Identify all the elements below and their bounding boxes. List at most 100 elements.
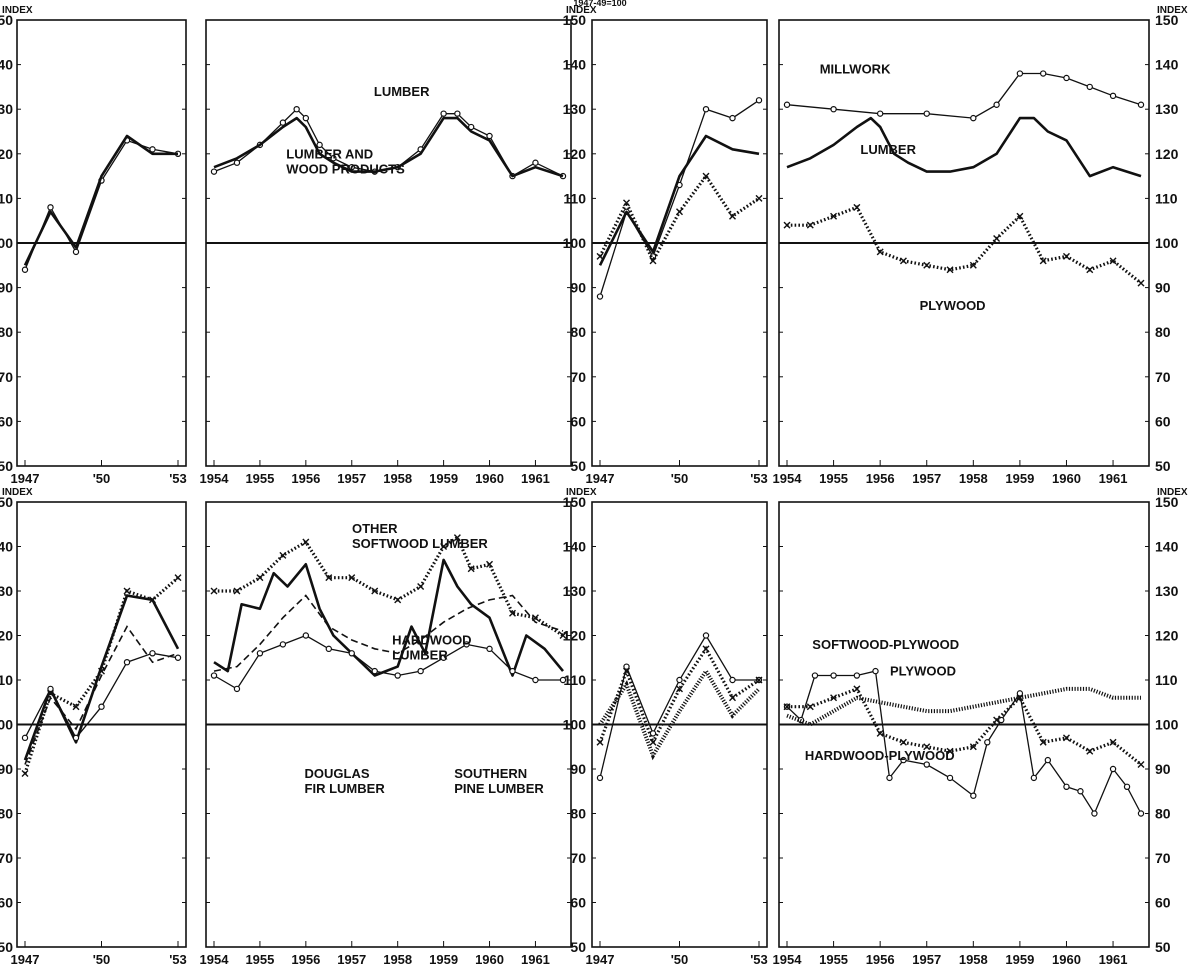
x-tick-label: 1960 [1052,471,1081,486]
y-tick-label: 80 [1155,324,1171,340]
data-point [1137,810,1145,817]
data-point [923,110,930,117]
x-tick-label: 1960 [1052,952,1081,967]
x-tick-label: 1947 [586,952,615,967]
y-tick-label: 140 [0,539,13,555]
y-tick-label: 140 [563,539,587,555]
y-tick-label: 50 [1155,458,1171,474]
data-point [371,667,378,675]
data-point [233,159,241,166]
x-tick-label: '50 [671,952,689,967]
series-line [213,594,564,672]
x-tick-label: '53 [750,471,768,486]
data-point [1030,774,1038,782]
data-point [755,194,763,202]
y-tick-label: 60 [0,413,13,429]
series-hardwood-lumber [24,625,179,765]
x-tick-label: 1947 [11,952,40,967]
x-tick-label: 1958 [959,952,988,967]
series-line [214,535,564,637]
y-tick-label: 80 [1155,806,1171,822]
x-tick-label: '53 [169,471,187,486]
x-tick-label: 1959 [429,471,458,486]
series-annotation: PLYWOOD [890,664,956,679]
data-point [1039,70,1047,77]
series-annotation: DOUGLAS FIR LUMBER [305,766,386,796]
data-point [149,650,156,657]
y-tick-label: 150 [1155,12,1179,28]
series-annotation: LUMBER [860,142,916,157]
data-point [623,667,630,675]
series-line [786,116,1142,178]
data-point [149,146,156,153]
data-point [1077,788,1084,795]
data-point [302,632,310,639]
series-annotation: PLYWOOD [920,298,986,313]
series-millwork [596,97,763,300]
y-tick-label: 50 [570,458,586,474]
data-point [853,685,861,693]
x-tick-label: 1958 [959,471,988,486]
y-tick-label: 110 [563,190,586,206]
series-hardwood-plywood [786,686,1141,727]
panel-bottom-left: 1947 '50 '53 [11,501,187,967]
data-point [676,208,683,216]
data-point [417,667,424,675]
y-tick-label: 110 [0,190,13,206]
series-annotation: SOUTHERN PINE LUMBER [454,766,544,796]
index-label: INDEX [2,487,33,498]
y-tick-label: 90 [0,280,13,296]
y-tick-label: 130 [0,583,13,599]
data-point [872,667,879,675]
y-tick-label: 140 [0,57,13,73]
data-point [1091,810,1098,817]
data-point [440,543,448,550]
data-point [649,738,657,746]
data-point [325,645,333,653]
data-point [830,212,838,220]
data-point [486,645,493,653]
data-point [923,761,930,768]
y-tick-label: 90 [0,761,13,777]
index-label: INDEX [2,5,33,16]
x-tick-label: 1958 [383,471,412,486]
series-lumber-and-wood-products [21,137,182,273]
data-point [970,792,977,799]
x-tick-label: 1954 [200,952,230,967]
index-label: INDEX [566,487,597,498]
series-line [599,634,759,779]
series-southern-pine-lumber [21,650,182,742]
data-point [509,667,516,675]
x-tick-label: 1956 [866,471,895,486]
data-point [210,587,218,595]
data-point [348,650,355,657]
data-point [623,199,630,207]
data-point [806,703,814,711]
x-tick-label: '50 [93,471,111,486]
y-tick-label: 70 [570,369,586,385]
y-tick-label: 120 [1155,146,1179,162]
y-tick-label: 80 [570,806,586,822]
y-tick-label: 100 [0,717,13,733]
data-point [279,641,287,648]
y-tick-label: 110 [0,672,13,688]
y-tick-label: 70 [0,850,13,866]
x-tick-label: 1954 [200,471,230,486]
data-point [21,266,29,273]
data-point [21,769,29,777]
x-tick-label: '50 [93,952,111,967]
data-point [755,676,763,684]
x-tick-label: 1955 [245,952,274,967]
data-point [174,654,182,661]
data-point [676,676,683,684]
series-annotation: LUMBER [374,84,430,99]
panel-top-middle-left: 1954 1955 1956 1957 1958 1959 1960 1961 LUMBER LU… [200,19,572,486]
x-tick-label: 1960 [475,471,504,486]
data-point [729,694,736,702]
series-lumber [786,116,1142,178]
data-point [923,261,931,269]
series-line [786,686,1141,727]
y-tick-label: 130 [563,101,587,117]
x-tick-label: 1956 [866,952,895,967]
data-point [72,248,80,256]
